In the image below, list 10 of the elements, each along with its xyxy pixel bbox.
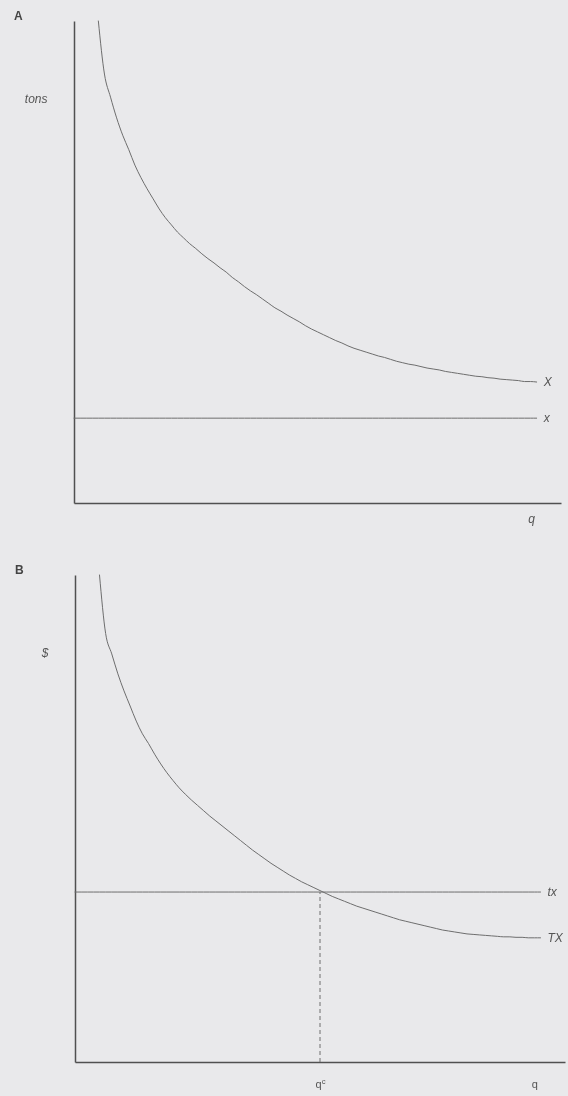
series-label: X [542, 375, 553, 390]
x-axis-title: q [528, 511, 536, 526]
series-label: TX [547, 930, 564, 945]
series-label: tx [547, 885, 558, 900]
chart-title: B [15, 562, 24, 577]
x-tick-label: q$^{c}$ [315, 1076, 326, 1090]
y-axis-title: $ [40, 645, 49, 660]
y-axis-title: tons [24, 91, 48, 106]
series-label: x [542, 411, 551, 426]
chart-title: A [14, 8, 23, 23]
